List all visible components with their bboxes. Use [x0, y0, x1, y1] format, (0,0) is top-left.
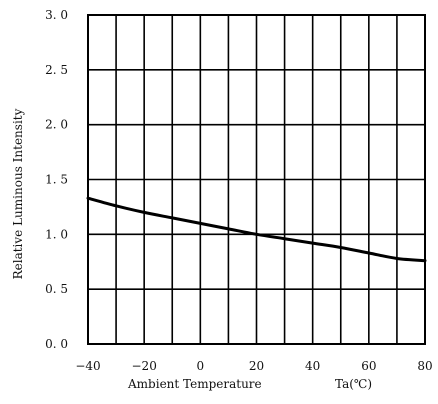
y-tick-label: 2. 0	[45, 118, 68, 132]
grid-layer	[88, 15, 425, 344]
y-tick-label: 3. 0	[45, 8, 68, 22]
y-tick-label: 0. 5	[45, 282, 68, 296]
x-tick-label: 60	[361, 359, 376, 373]
x-tick-label: 40	[305, 359, 320, 373]
x-axis-title: Ambient Temperature	[127, 377, 262, 391]
x-tick-label: −40	[75, 359, 100, 373]
y-tick-labels: 0. 0 0. 5 1. 0 1. 5 2. 0 2. 5 3. 0	[45, 8, 68, 351]
y-axis-title: Relative Luminous Intensity	[11, 108, 25, 279]
y-tick-label: 1. 5	[45, 173, 68, 187]
y-tick-label: 0. 0	[45, 337, 68, 351]
x-tick-label: 80	[417, 359, 432, 373]
x-axis-unit: Ta(℃)	[335, 377, 372, 391]
y-tick-label: 1. 0	[45, 227, 68, 241]
x-tick-label: −20	[132, 359, 157, 373]
y-tick-label: 2. 5	[45, 63, 68, 77]
x-tick-label: 0	[197, 359, 205, 373]
x-tick-labels: −40 −20 0 20 40 60 80	[75, 359, 432, 373]
x-tick-label: 20	[249, 359, 264, 373]
